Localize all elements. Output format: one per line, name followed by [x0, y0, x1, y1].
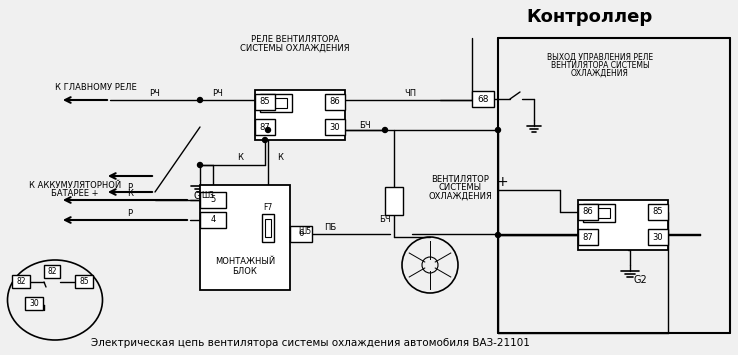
Bar: [44, 265, 60, 278]
Text: 87: 87: [260, 122, 270, 131]
Bar: [325, 119, 345, 135]
Bar: [25, 297, 43, 310]
Bar: [200, 212, 226, 228]
Text: БЛОК: БЛОК: [232, 268, 258, 277]
Text: Р: Р: [128, 209, 133, 218]
Text: 5: 5: [210, 196, 215, 204]
Bar: [588, 208, 610, 218]
Text: Электрическая цепь вентилятора системы охлаждения автомобиля ВАЗ-21101: Электрическая цепь вентилятора системы о…: [91, 338, 529, 348]
Bar: [260, 94, 292, 112]
Bar: [578, 204, 598, 220]
Text: 85: 85: [79, 277, 89, 285]
Text: 30: 30: [29, 299, 39, 307]
Text: РЧ: РЧ: [213, 89, 224, 98]
Text: Ш5: Ш5: [298, 228, 311, 236]
Text: ВЫХОД УПРАВЛЕНИЯ РЕЛЕ: ВЫХОД УПРАВЛЕНИЯ РЕЛЕ: [547, 53, 653, 61]
Bar: [265, 219, 271, 237]
Circle shape: [198, 98, 202, 103]
Text: F7: F7: [263, 203, 272, 213]
Bar: [648, 204, 668, 220]
Bar: [578, 229, 598, 245]
Bar: [583, 204, 615, 222]
Text: СИСТЕМЫ: СИСТЕМЫ: [438, 184, 482, 192]
Text: 30: 30: [652, 233, 663, 241]
Text: Ш3: Ш3: [201, 191, 215, 201]
Text: К: К: [237, 153, 243, 163]
Text: 82: 82: [47, 267, 57, 275]
Text: Контроллер: Контроллер: [527, 8, 653, 26]
Text: 87: 87: [582, 233, 593, 241]
Text: Р: Р: [128, 182, 133, 191]
Text: К АККУМУЛЯТОРНОЙ: К АККУМУЛЯТОРНОЙ: [29, 180, 121, 190]
Text: ЧП: ЧП: [404, 89, 416, 98]
Text: 68: 68: [477, 94, 489, 104]
Text: БАТАРЕЕ +: БАТАРЕЕ +: [51, 189, 99, 197]
Text: 4: 4: [210, 215, 215, 224]
Text: 86: 86: [330, 98, 340, 106]
Text: 85: 85: [652, 208, 663, 217]
Bar: [255, 90, 345, 140]
Text: К: К: [127, 190, 133, 198]
Text: ОХЛАЖДЕНИЯ: ОХЛАЖДЕНИЯ: [571, 69, 629, 77]
Text: ПБ: ПБ: [324, 224, 336, 233]
Circle shape: [495, 233, 500, 237]
Text: К: К: [277, 153, 283, 163]
Text: БЧ: БЧ: [379, 215, 391, 224]
Text: 85: 85: [260, 98, 270, 106]
Circle shape: [198, 163, 202, 168]
Bar: [472, 91, 494, 107]
Bar: [200, 192, 226, 208]
Text: G1: G1: [193, 191, 207, 201]
Bar: [325, 94, 345, 110]
Text: РЧ: РЧ: [150, 89, 160, 98]
Bar: [255, 94, 275, 110]
Text: 86: 86: [582, 208, 593, 217]
Text: 6: 6: [298, 229, 304, 239]
Circle shape: [382, 127, 387, 132]
Text: РЕЛЕ ВЕНТИЛЯТОРА: РЕЛЕ ВЕНТИЛЯТОРА: [251, 36, 339, 44]
Text: 82: 82: [16, 277, 26, 285]
Text: БЧ: БЧ: [359, 120, 370, 130]
Text: К ГЛАВНОМУ РЕЛЕ: К ГЛАВНОМУ РЕЛЕ: [55, 83, 137, 93]
Text: ОХЛАЖДЕНИЯ: ОХЛАЖДЕНИЯ: [428, 191, 492, 201]
Bar: [290, 226, 312, 242]
Bar: [385, 187, 403, 215]
Text: +: +: [496, 175, 508, 189]
Bar: [578, 200, 668, 250]
Circle shape: [495, 127, 500, 132]
Bar: [12, 275, 30, 288]
Bar: [75, 275, 93, 288]
Bar: [200, 185, 290, 290]
Text: 30: 30: [330, 122, 340, 131]
Circle shape: [263, 137, 267, 142]
Text: G2: G2: [633, 275, 647, 285]
Bar: [262, 214, 274, 242]
Bar: [255, 119, 275, 135]
Bar: [648, 229, 668, 245]
Circle shape: [266, 127, 271, 132]
Bar: [265, 98, 287, 108]
Text: СИСТЕМЫ ОХЛАЖДЕНИЯ: СИСТЕМЫ ОХЛАЖДЕНИЯ: [240, 44, 350, 53]
Text: ВЕНТИЛЯТОР: ВЕНТИЛЯТОР: [431, 175, 489, 185]
Text: МОНТАЖНЫЙ: МОНТАЖНЫЙ: [215, 257, 275, 267]
Text: ВЕНТИЛЯТОРА СИСТЕМЫ: ВЕНТИЛЯТОРА СИСТЕМЫ: [551, 60, 649, 70]
